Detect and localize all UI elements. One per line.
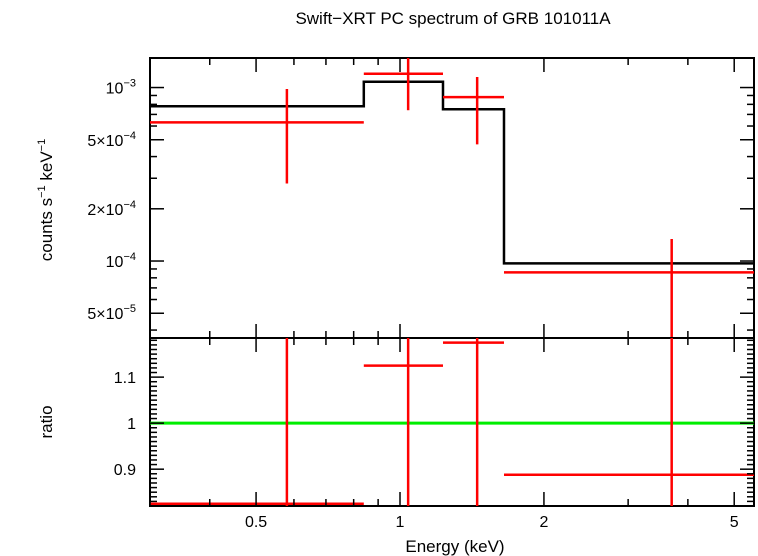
spectrum-panel: 10−3 5×10−4 2×10−4 10−4 5×10−5 counts s−1 ke… bbox=[36, 57, 755, 339]
ratio-points bbox=[150, 338, 754, 506]
model-step-path bbox=[150, 80, 754, 265]
spectrum-y-tick-label: 5×10−5 bbox=[87, 303, 136, 323]
ratio-y-tick-labels: 1.1 1 0.9 bbox=[114, 370, 136, 479]
data-point bbox=[363, 58, 443, 111]
x-tick-label: 5 bbox=[730, 514, 739, 531]
ratio-panel: 1.1 1 0.9 ratio bbox=[37, 337, 755, 507]
ratio-y-tick-label: 1 bbox=[127, 416, 136, 433]
ratio-y-ticks bbox=[150, 339, 754, 503]
ratio-point bbox=[442, 338, 504, 506]
x-axis-label: Energy (keV) bbox=[405, 537, 504, 556]
spectrum-y-tick-labels: 10−3 5×10−4 2×10−4 10−4 5×10−5 bbox=[87, 78, 136, 324]
spectrum-frame bbox=[149, 57, 755, 339]
data-point bbox=[150, 89, 364, 184]
data-point bbox=[442, 77, 504, 145]
ratio-point bbox=[150, 338, 364, 506]
spectrum-y-tick-label: 5×10−4 bbox=[87, 130, 136, 150]
data-point bbox=[503, 238, 754, 338]
ratio-y-axis-label: ratio bbox=[37, 405, 56, 438]
ratio-point bbox=[363, 338, 443, 506]
ratio-y-tick-label: 0.9 bbox=[114, 462, 136, 479]
x-ticks bbox=[149, 58, 735, 506]
x-tick-label: 2 bbox=[539, 514, 548, 531]
chart-title: Swift−XRT PC spectrum of GRB 101011A bbox=[295, 9, 611, 28]
data-points bbox=[150, 58, 754, 338]
spectrum-y-ticks bbox=[150, 86, 754, 331]
ratio-point bbox=[503, 338, 754, 506]
spectrum-y-tick-label: 2×10−4 bbox=[87, 199, 136, 219]
x-tick-label: 1 bbox=[396, 514, 405, 531]
spectrum-y-tick-label: 10−3 bbox=[106, 78, 136, 98]
spectrum-y-tick-label: 10−4 bbox=[106, 251, 136, 271]
x-tick-labels: 0.5 1 2 5 bbox=[245, 514, 739, 531]
model-step-line bbox=[150, 80, 754, 265]
x-tick-label: 0.5 bbox=[245, 514, 267, 531]
ratio-y-tick-label: 1.1 bbox=[114, 370, 136, 387]
spectrum-y-axis-label: counts s−1 keV−1 bbox=[36, 139, 56, 261]
